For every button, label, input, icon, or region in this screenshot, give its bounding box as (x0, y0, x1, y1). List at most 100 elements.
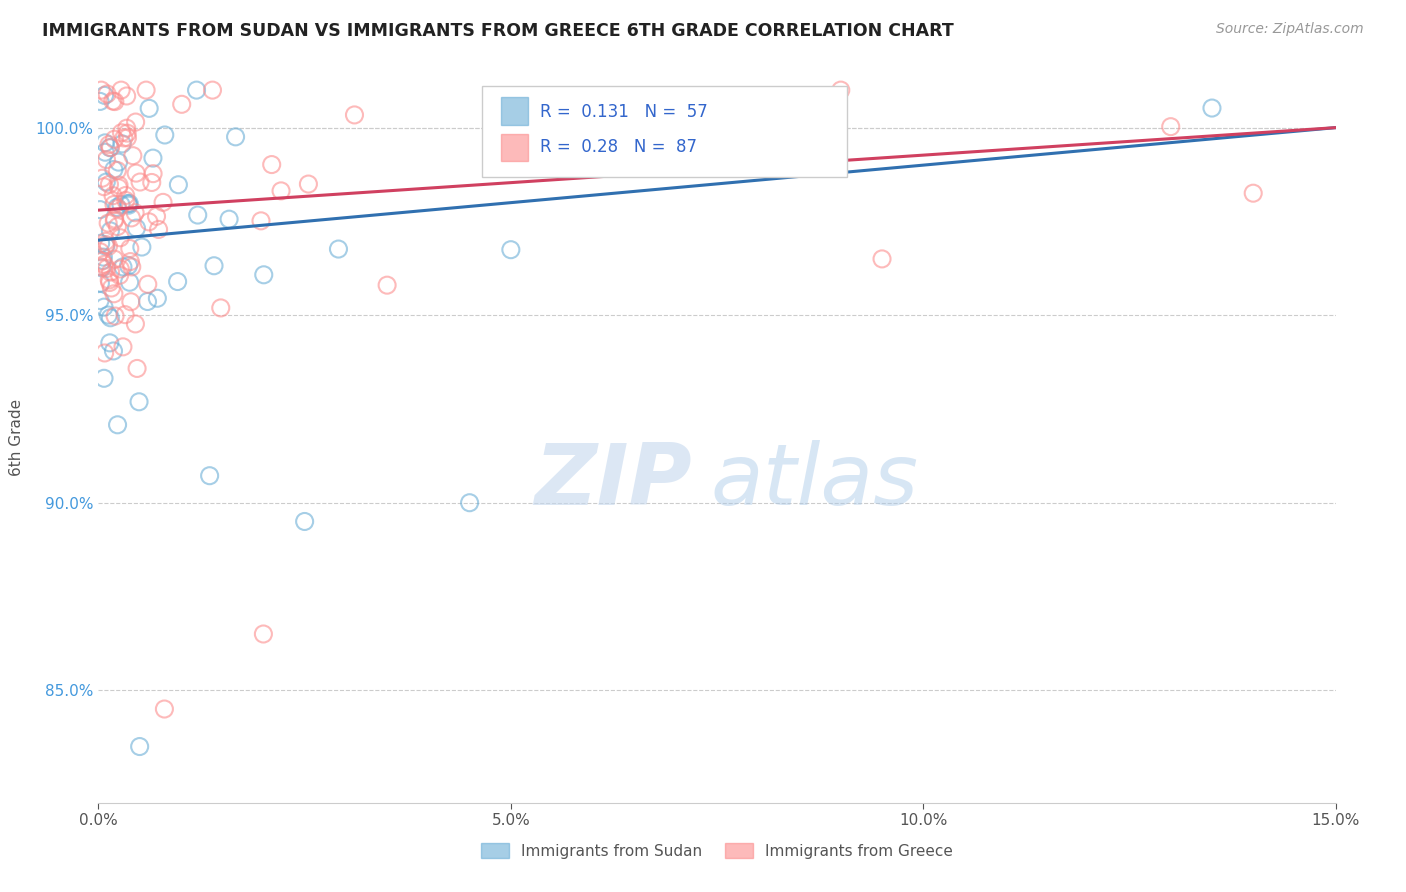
Point (142, 151, 165, 165)
Point (108, 268, 131, 283)
Point (94, 145, 117, 160)
Point (115, 126, 138, 140)
Point (124, 115, 146, 129)
Point (870, 252, 893, 266)
Point (89, 293, 111, 308)
Point (118, 198, 141, 212)
Point (93, 257, 115, 271)
Point (499, 243, 522, 257)
Text: R =  0.28   N =  87: R = 0.28 N = 87 (540, 137, 697, 156)
Point (120, 294, 142, 309)
Point (138, 101, 160, 115)
Point (114, 188, 136, 202)
Point (146, 291, 169, 305)
Point (124, 205, 146, 219)
Point (100, 224, 122, 238)
Point (104, 95, 127, 109)
Point (107, 417, 129, 432)
Point (115, 89, 138, 103)
Point (152, 195, 174, 210)
Point (90, 236, 112, 251)
Point (117, 196, 139, 211)
Point (94, 239, 117, 253)
Point (103, 252, 125, 267)
Point (89, 95, 111, 109)
Point (96, 87, 118, 101)
Text: atlas: atlas (710, 440, 918, 524)
Point (101, 188, 124, 202)
Point (105, 201, 128, 215)
Point (343, 108, 366, 122)
Legend: Immigrants from Sudan, Immigrants from Greece: Immigrants from Sudan, Immigrants from G… (475, 837, 959, 864)
Point (100, 281, 122, 295)
Point (120, 254, 142, 268)
Point (458, 496, 481, 510)
Point (100, 310, 122, 325)
Point (96, 261, 118, 276)
Point (117, 130, 139, 145)
Point (148, 222, 170, 236)
Point (187, 208, 209, 222)
Point (107, 202, 129, 216)
Text: R =  0.131   N =  57: R = 0.131 N = 57 (540, 103, 707, 120)
Point (110, 126, 132, 140)
Point (98, 141, 121, 155)
FancyBboxPatch shape (482, 86, 846, 178)
Point (127, 361, 149, 376)
Point (252, 627, 274, 641)
Point (253, 268, 276, 282)
Point (97, 308, 120, 322)
Point (104, 212, 127, 227)
Text: Source: ZipAtlas.com: Source: ZipAtlas.com (1216, 22, 1364, 37)
Point (297, 177, 319, 191)
Point (91, 171, 114, 186)
Point (96, 175, 118, 189)
Point (94, 237, 117, 252)
Text: IMMIGRANTS FROM SUDAN VS IMMIGRANTS FROM GREECE 6TH GRADE CORRELATION CHART: IMMIGRANTS FROM SUDAN VS IMMIGRANTS FROM… (42, 22, 953, 40)
Point (94, 235, 117, 249)
Point (153, 128, 176, 142)
Point (89, 276, 111, 290)
Point (114, 194, 136, 208)
Point (103, 343, 125, 358)
Point (111, 340, 134, 354)
Point (1241, 186, 1264, 201)
Text: ZIP: ZIP (534, 440, 692, 524)
Point (114, 308, 136, 322)
Point (110, 83, 132, 97)
Point (198, 468, 221, 483)
Point (328, 242, 350, 256)
Point (136, 294, 159, 309)
Point (170, 97, 193, 112)
Point (142, 167, 165, 181)
Point (115, 121, 138, 136)
Point (260, 157, 283, 171)
Point (117, 259, 139, 273)
Point (103, 197, 125, 211)
Point (105, 163, 128, 178)
Point (1160, 120, 1182, 134)
Point (107, 155, 129, 169)
Point (110, 197, 132, 211)
Point (1201, 101, 1223, 115)
Point (107, 219, 129, 234)
Point (747, 131, 769, 145)
Point (91, 253, 114, 268)
Point (250, 214, 273, 228)
Point (118, 196, 141, 211)
Point (98, 276, 121, 290)
Point (100, 265, 122, 279)
Point (110, 262, 132, 277)
Point (101, 94, 124, 108)
Point (90, 260, 112, 274)
Point (153, 702, 176, 716)
Point (118, 242, 141, 256)
Point (94, 136, 117, 150)
Point (129, 175, 152, 189)
Point (141, 176, 163, 190)
Point (97, 216, 120, 230)
Point (111, 260, 134, 274)
Point (103, 286, 125, 301)
Point (97, 239, 120, 253)
Point (145, 209, 167, 223)
